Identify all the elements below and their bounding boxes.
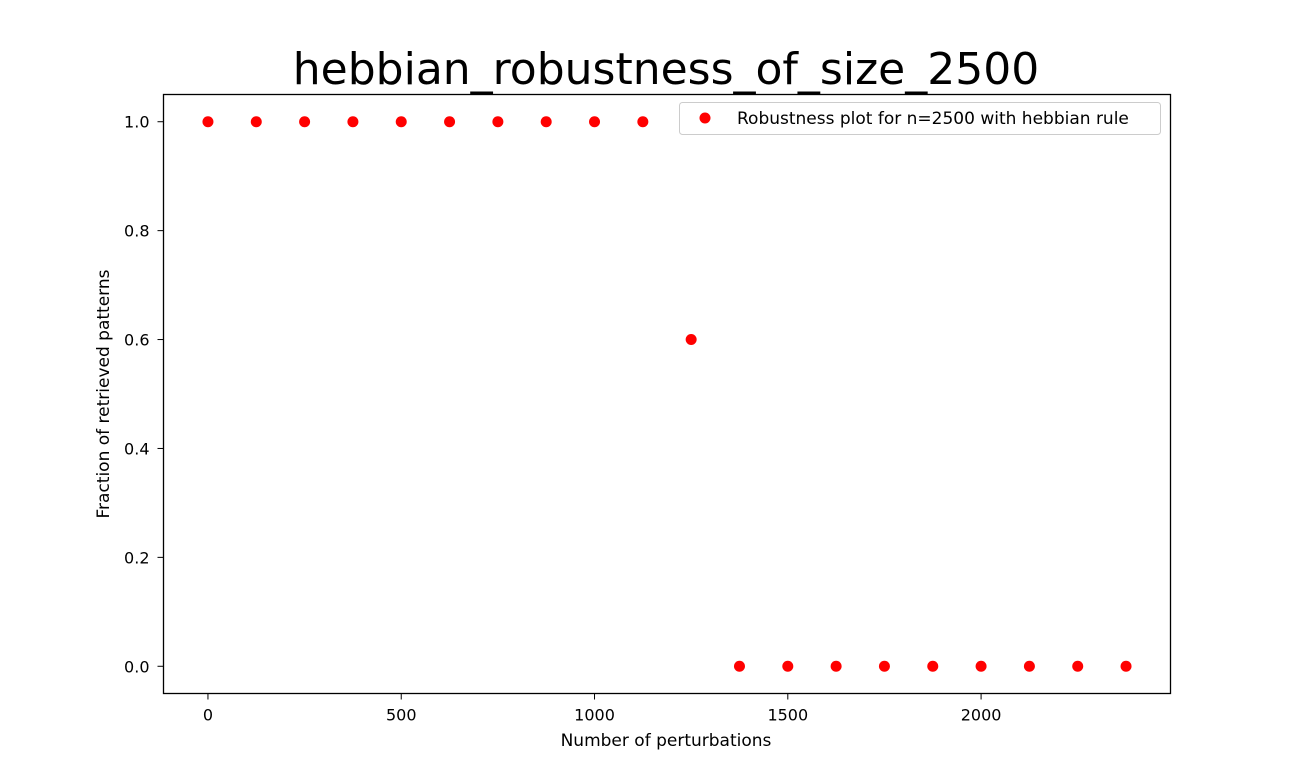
y-tick-label: 0.8 [124, 222, 149, 241]
data-point [347, 116, 359, 128]
legend-label: Robustness plot for n=2500 with hebbian … [737, 109, 1129, 129]
data-point [733, 660, 745, 672]
data-point [444, 116, 456, 128]
data-point [685, 334, 697, 346]
y-tick-label: 0.6 [124, 331, 149, 350]
data-point [250, 116, 262, 128]
x-axis-label: Number of perturbations [561, 731, 772, 751]
y-axis: 0.0 0.2 0.4 0.6 0.8 1.0 [124, 113, 164, 676]
x-tick-label: 0 [203, 706, 213, 725]
x-tick-label: 500 [386, 706, 417, 725]
legend-marker [699, 112, 711, 124]
chart-title: hebbian_robustness_of_size_2500 [293, 44, 1039, 95]
y-tick-label: 1.0 [124, 113, 149, 132]
data-point [299, 116, 311, 128]
x-tick-label: 1500 [767, 706, 808, 725]
data-point [927, 660, 939, 672]
data-point [782, 660, 794, 672]
legend-box [679, 102, 1161, 135]
x-axis: 0 500 1000 1500 2000 [203, 693, 1002, 725]
x-tick-label: 2000 [961, 706, 1002, 725]
data-point [878, 660, 890, 672]
data-point [492, 116, 504, 128]
x-tick-label: 1000 [574, 706, 615, 725]
y-tick-label: 0.0 [124, 657, 149, 676]
y-tick-label: 0.4 [124, 439, 149, 458]
legend: Robustness plot for n=2500 with hebbian … [679, 102, 1161, 135]
data-point [830, 660, 842, 672]
data-point [589, 116, 601, 128]
data-point [202, 116, 214, 128]
data-point [395, 116, 407, 128]
data-point [1072, 660, 1084, 672]
plot-frame [162, 93, 1172, 695]
data-point [637, 116, 649, 128]
data-point [540, 116, 552, 128]
data-point [975, 660, 987, 672]
y-axis-label: Fraction of retrieved patterns [94, 269, 114, 518]
data-point [1120, 660, 1132, 672]
data-point [1023, 660, 1035, 672]
y-tick-label: 0.2 [124, 548, 149, 567]
